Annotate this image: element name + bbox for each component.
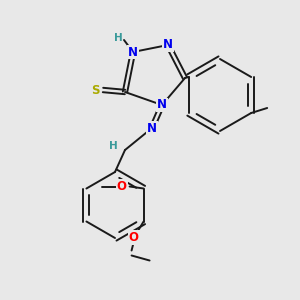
- Text: N: N: [163, 38, 173, 52]
- Text: O: O: [129, 231, 139, 244]
- Text: N: N: [128, 46, 138, 59]
- Text: N: N: [147, 122, 157, 134]
- Text: H: H: [114, 33, 122, 43]
- Text: N: N: [157, 98, 167, 112]
- Text: S: S: [91, 83, 99, 97]
- Text: O: O: [117, 180, 127, 193]
- Text: H: H: [109, 141, 117, 151]
